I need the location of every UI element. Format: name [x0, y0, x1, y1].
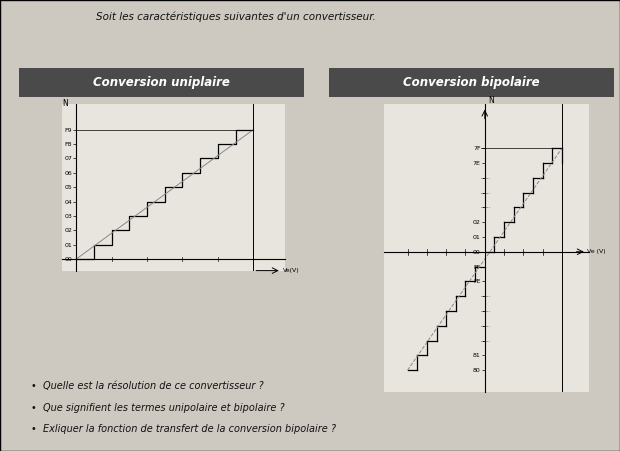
Text: Ve(V): Ve(V) [283, 268, 300, 273]
Text: Soit les caractéristiques suivantes d'un convertisseur.: Soit les caractéristiques suivantes d'un… [95, 11, 376, 22]
Text: Ve (V): Ve (V) [588, 249, 606, 254]
Text: Conversion uniplaire: Conversion uniplaire [93, 76, 229, 89]
Text: N: N [63, 99, 68, 108]
Text: •  Exliquer la fonction de transfert de la conversion bipolaire ?: • Exliquer la fonction de transfert de l… [31, 424, 336, 434]
Text: •  Quelle est la résolution de ce convertisseur ?: • Quelle est la résolution de ce convert… [31, 381, 264, 391]
Text: •  Que signifient les termes unipolaire et bipolaire ?: • Que signifient les termes unipolaire e… [31, 403, 285, 413]
Text: N: N [488, 96, 494, 105]
Text: Conversion bipolaire: Conversion bipolaire [403, 76, 539, 89]
